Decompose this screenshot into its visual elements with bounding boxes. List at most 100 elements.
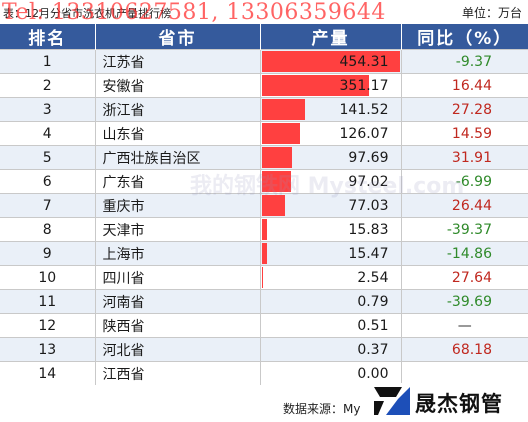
rank-cell: 14 [0,361,96,385]
output-cell: 77.03 [260,193,402,218]
output-cell: 351.17 [260,73,402,98]
province-cell: 重庆市 [95,193,261,218]
province-cell: 安徽省 [95,73,261,98]
province-cell: 四川省 [95,265,261,290]
yoy-cell: 16.44 [401,73,528,98]
output-bar [261,123,300,144]
output-bar [261,243,267,264]
rank-cell: 13 [0,337,96,362]
output-value: 141.52 [339,101,389,118]
output-cell: 15.83 [260,217,402,242]
province-cell: 江西省 [95,361,261,385]
rank-cell: 7 [0,193,96,218]
province-cell: 陕西省 [95,313,261,338]
output-bar [261,75,369,96]
yoy-cell: -9.37 [401,49,528,74]
rank-cell: 5 [0,145,96,170]
yoy-cell: 27.28 [401,97,528,122]
output-bar [261,219,267,240]
output-value: 0.79 [357,293,389,310]
yoy-cell: 14.59 [401,121,528,146]
table-row: 14 江西省 0.00 [0,361,528,385]
phone-watermark: Tel: 13310627581, 13306359644 [2,0,386,25]
unit-label: 单位：万台 [461,6,522,20]
rank-cell: 10 [0,265,96,290]
province-cell: 河南省 [95,289,261,314]
yoy-cell: -39.37 [401,217,528,242]
output-value: 77.03 [348,197,389,214]
yoy-cell [401,361,528,385]
rank-cell: 2 [0,73,96,98]
output-bar [261,267,263,288]
table-row: 12 陕西省 0.51 — [0,313,528,338]
header-output: 产量 [260,24,402,50]
yoy-cell: -39.69 [401,289,528,314]
rank-cell: 11 [0,289,96,314]
table-row: 7 重庆市 77.03 26.44 [0,193,528,218]
output-value: 15.83 [348,221,389,238]
rank-cell: 12 [0,313,96,338]
rank-cell: 3 [0,97,96,122]
rank-cell: 9 [0,241,96,266]
output-cell: 97.02 [260,169,402,194]
yoy-cell: 26.44 [401,193,528,218]
table-row: 8 天津市 15.83 -39.37 [0,217,528,242]
yoy-cell: 31.91 [401,145,528,170]
output-value: 0.00 [357,365,389,382]
header-yoy: 同比（%） [401,24,528,50]
province-cell: 广东省 [95,169,261,194]
output-value: 0.37 [357,341,389,358]
table-row: 11 河南省 0.79 -39.69 [0,289,528,314]
output-cell: 454.31 [260,49,402,74]
brand-logo-text: 晟杰钢管 [415,392,503,416]
header-rank: 排名 [0,24,96,50]
output-cell: 0.00 [260,361,402,385]
table-row: 4 山东省 126.07 14.59 [0,121,528,146]
table-row: 6 广东省 97.02 -6.99 [0,169,528,194]
province-cell: 山东省 [95,121,261,146]
output-value: 126.07 [339,125,389,142]
province-cell: 广西壮族自治区 [95,145,261,170]
province-cell: 天津市 [95,217,261,242]
header-province: 省市 [95,24,261,50]
province-cell: 江苏省 [95,49,261,74]
province-cell: 上海市 [95,241,261,266]
rank-cell: 6 [0,169,96,194]
output-bar [261,171,291,192]
production-ranking-table: 排名 省市 产量 同比（%） 1 江苏省 454.31 -9.37 2 安徽省 351.17… [0,24,528,385]
output-bar [261,99,305,120]
output-cell: 0.79 [260,289,402,314]
output-value: 351.17 [339,77,389,94]
output-bar [261,147,292,168]
output-value: 97.69 [348,149,389,166]
output-cell: 141.52 [260,97,402,122]
header-row: 排名 省市 产量 同比（%） [0,24,528,50]
yoy-cell: -6.99 [401,169,528,194]
rank-cell: 8 [0,217,96,242]
table-row: 1 江苏省 454.31 -9.37 [0,49,528,74]
output-value: 15.47 [348,245,389,262]
province-cell: 河北省 [95,337,261,362]
output-cell: 2.54 [260,265,402,290]
yoy-cell: 68.18 [401,337,528,362]
output-cell: 0.51 [260,313,402,338]
province-cell: 浙江省 [95,97,261,122]
table-row: 2 安徽省 351.17 16.44 [0,73,528,98]
top-bar: 表：12月分省市洗衣机产量排行榜 Tel: 13310627581, 13306… [0,0,528,25]
table-row: 13 河北省 0.37 68.18 [0,337,528,362]
table-row: 9 上海市 15.47 -14.86 [0,241,528,266]
output-value: 0.51 [357,317,389,334]
table-row: 10 四川省 2.54 27.64 [0,265,528,290]
output-cell: 97.69 [260,145,402,170]
output-value: 454.31 [339,53,389,70]
brand-logo: 晟杰钢管 [370,383,528,419]
output-value: 97.02 [348,173,389,190]
yoy-cell: 27.64 [401,265,528,290]
output-cell: 0.37 [260,337,402,362]
data-source: 数据来源：My [283,402,361,416]
brand-logo-icon [374,387,410,415]
table-caption: 表：12月分省市洗衣机产量排行榜 [3,7,171,20]
rank-cell: 4 [0,121,96,146]
output-cell: 15.47 [260,241,402,266]
table-row: 3 浙江省 141.52 27.28 [0,97,528,122]
